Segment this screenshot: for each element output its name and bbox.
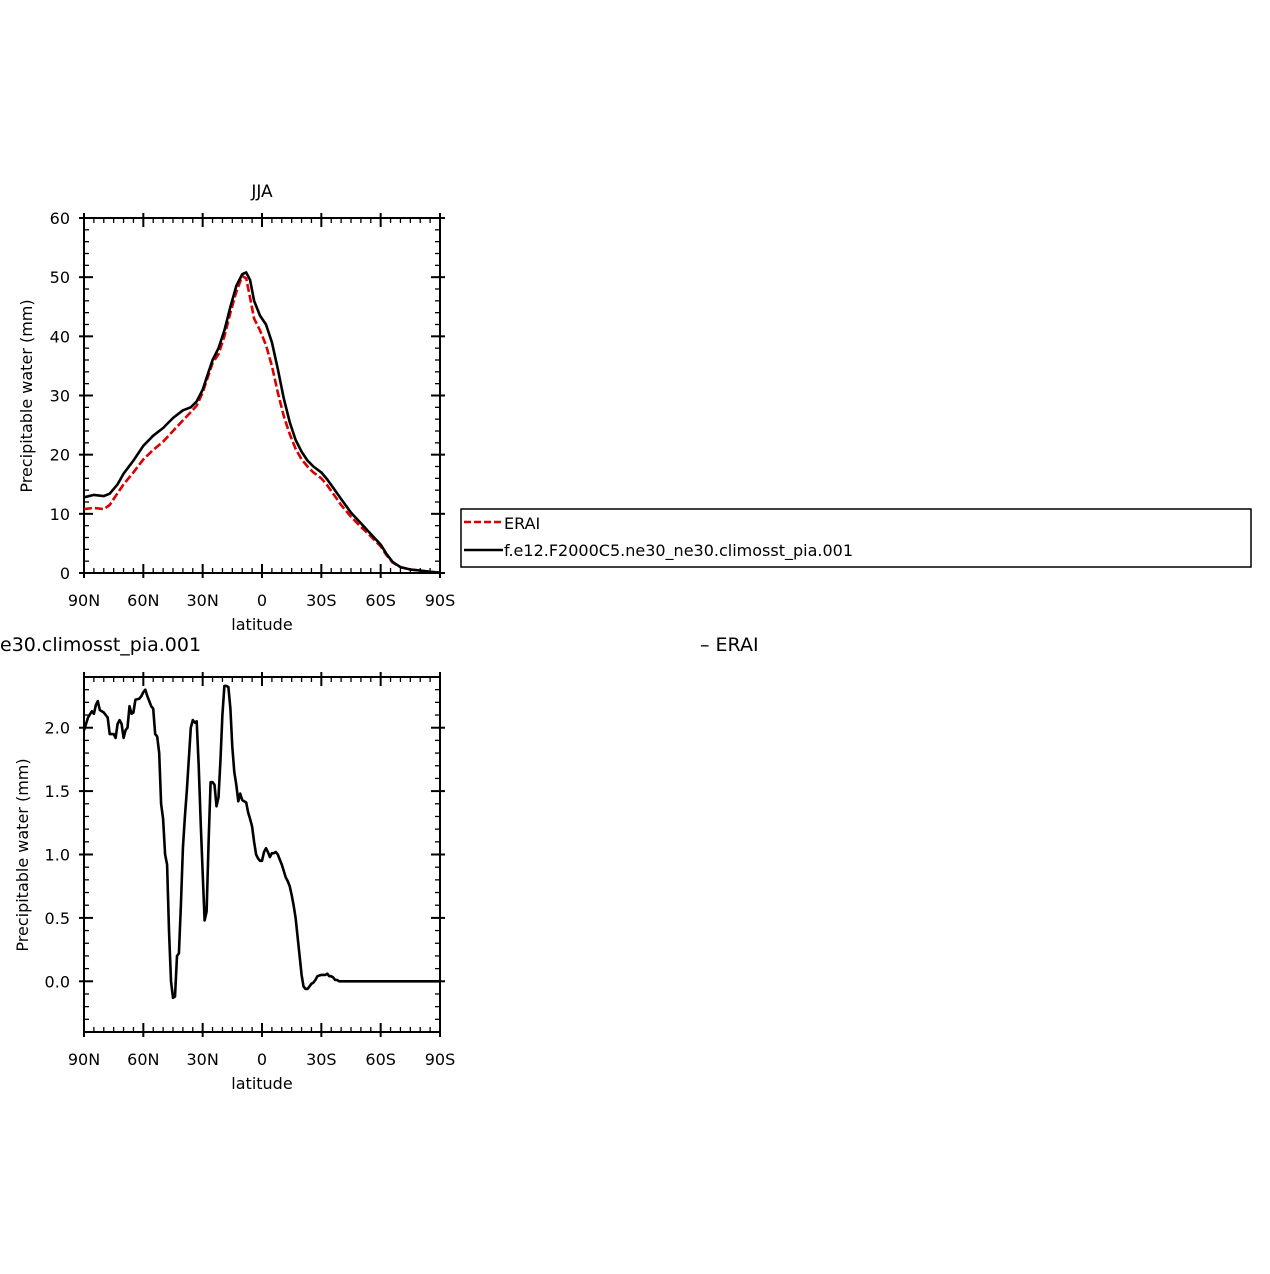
panel-bottom: e30.climosst_pia.001 – ERAI Precipitable… — [0, 634, 759, 1093]
panel-top-series — [83, 271, 441, 574]
x-tick-label: 30N — [187, 1050, 219, 1069]
x-tick-label: 0 — [257, 1050, 267, 1069]
y-tick-label: 2.0 — [45, 719, 70, 738]
panel-top-title: JJA — [250, 182, 273, 202]
panel-bottom-xlabel: latitude — [231, 1074, 292, 1093]
legend-label-model: f.e12.F2000C5.ne30_ne30.climosst_pia.001 — [504, 541, 853, 561]
x-tick-label: 30S — [306, 591, 337, 610]
panel-top: JJA Precipitable water (mm) latitude 90N… — [17, 182, 455, 634]
x-tick-label: 60N — [127, 591, 159, 610]
series-line-difference — [82, 684, 440, 1000]
y-tick-label: 0 — [60, 564, 70, 583]
panel-bottom-frame — [83, 676, 441, 1033]
x-tick-label: 90N — [68, 1050, 100, 1069]
x-tick-label: 90S — [425, 1050, 456, 1069]
legend-frame — [460, 508, 1252, 568]
panel-bottom-title: e30.climosst_pia.001 — [0, 634, 201, 656]
y-tick-label: 40 — [50, 327, 70, 346]
panel-bottom-series — [82, 684, 440, 1000]
x-tick-label: 30S — [306, 1050, 337, 1069]
y-tick-label: 60 — [50, 209, 70, 228]
legend-label-erai: ERAI — [504, 514, 540, 533]
panel-top-xlabel: latitude — [231, 615, 292, 634]
y-tick-label: 1.5 — [45, 782, 70, 801]
x-tick-label: 90N — [68, 591, 100, 610]
y-tick-label: 0.0 — [45, 972, 70, 991]
y-tick-label: 20 — [50, 446, 70, 465]
y-tick-label: 10 — [50, 505, 70, 524]
y-tick-label: 30 — [50, 387, 70, 406]
y-tick-label: 0.5 — [45, 909, 70, 928]
legend: ERAI f.e12.F2000C5.ne30_ne30.climosst_pi… — [460, 508, 1252, 568]
x-tick-label: 60N — [127, 1050, 159, 1069]
x-tick-label: 60S — [365, 1050, 396, 1069]
y-tick-label: 1.0 — [45, 846, 70, 865]
x-tick-label: 90S — [425, 591, 456, 610]
panel-top-frame — [83, 217, 441, 574]
panel-bottom-ticks: 90N 60N 30N 0 30S 60S 90S 0.0 0.5 1.0 1.5 2.0 — [45, 672, 456, 1069]
x-tick-label: 60S — [365, 591, 396, 610]
panel-top-ticks: 90N 60N 30N 0 30S 60S 90S 0 10 20 30 40 50 60 — [50, 209, 456, 610]
series-line-erai — [83, 274, 441, 574]
y-tick-label: 50 — [50, 268, 70, 287]
x-tick-label: 30N — [187, 591, 219, 610]
panel-bottom-title-right: – ERAI — [700, 634, 759, 656]
panel-bottom-ylabel: Precipitable water (mm) — [13, 758, 32, 951]
x-tick-label: 0 — [257, 591, 267, 610]
series-line-model — [83, 271, 441, 574]
panel-top-ylabel: Precipitable water (mm) — [17, 299, 36, 492]
